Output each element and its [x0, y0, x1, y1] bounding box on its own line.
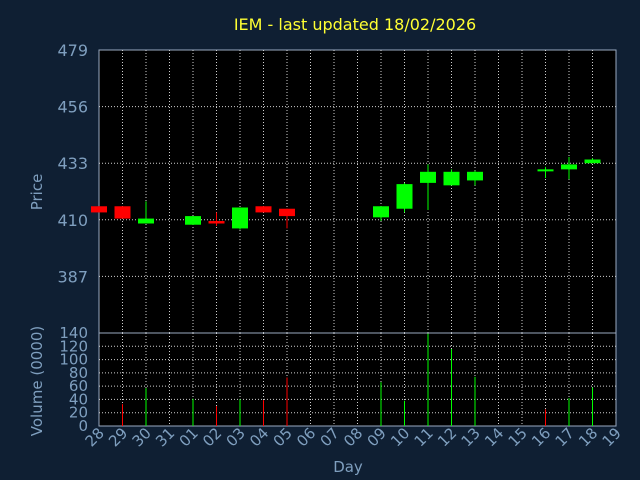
candle-body	[537, 169, 554, 172]
day-tick-label: 10	[387, 424, 413, 450]
chart-title: IEM - last updated 18/02/2026	[234, 15, 476, 34]
day-tick-label: 05	[270, 424, 296, 450]
day-tick-label: 15	[505, 424, 531, 450]
volume-tick-label: 100	[59, 351, 88, 369]
candle-body	[561, 164, 577, 170]
day-tick-label: 09	[364, 424, 390, 450]
volume-axis-label: Volume (0000)	[28, 326, 46, 436]
day-tick-label: 30	[129, 424, 155, 450]
day-tick-label: 19	[599, 424, 625, 450]
price-tick-label: 387	[57, 267, 88, 286]
day-tick-label: 29	[105, 424, 131, 450]
day-tick-label: 16	[528, 424, 554, 450]
candle-body	[396, 184, 413, 209]
volume-tick-label: 60	[69, 377, 88, 395]
price-tick-label: 410	[57, 211, 88, 230]
candle-body	[420, 171, 436, 183]
day-tick-label: 14	[481, 424, 507, 450]
day-tick-label: 01	[176, 424, 202, 450]
volume-tick-label: 80	[69, 364, 88, 382]
candle-body	[185, 216, 201, 225]
candle-body	[114, 206, 131, 219]
price-tick-labels: 479 456 433 410 387	[57, 41, 88, 286]
day-tick-label: 04	[246, 424, 272, 450]
day-tick-label: 06	[293, 424, 319, 450]
candle-body	[138, 218, 154, 224]
volume-tick-label: 120	[59, 337, 88, 355]
price-tick-label: 479	[57, 41, 88, 60]
volume-tick-label: 140	[59, 324, 88, 342]
candle-body	[467, 171, 483, 181]
price-tick-label: 456	[57, 98, 88, 117]
day-tick-label: 11	[411, 424, 437, 450]
candle-body	[208, 221, 225, 224]
day-tick-label: 03	[223, 424, 249, 450]
day-tick-label: 17	[552, 424, 578, 450]
day-tick-label: 07	[317, 424, 343, 450]
day-tick-label: 31	[152, 424, 178, 450]
volume-tick-label: 0	[78, 417, 88, 435]
price-tick-label: 433	[57, 154, 88, 173]
day-tick-label: 18	[575, 424, 601, 450]
candle-body	[232, 207, 248, 229]
candle-body	[255, 206, 272, 213]
candles	[91, 157, 601, 230]
day-tick-label: 02	[199, 424, 225, 450]
candle-body	[373, 206, 389, 218]
price-axis-label: Price	[28, 174, 46, 211]
candle-body	[279, 208, 295, 217]
volume-bars	[122, 333, 593, 426]
candle-body	[91, 206, 107, 213]
day-tick-label: 13	[458, 424, 484, 450]
day-tick-labels: 2829303101020304050607080910111213141516…	[82, 424, 625, 450]
day-tick-label: 12	[434, 424, 460, 450]
volume-plot-area	[98, 332, 617, 427]
volume-tick-label: 20	[69, 404, 88, 422]
candle-body	[443, 171, 460, 186]
day-tick-label: 08	[340, 424, 366, 450]
volume-tick-label: 40	[69, 390, 88, 408]
x-axis-label: Day	[333, 458, 363, 476]
candle-body	[584, 159, 601, 164]
